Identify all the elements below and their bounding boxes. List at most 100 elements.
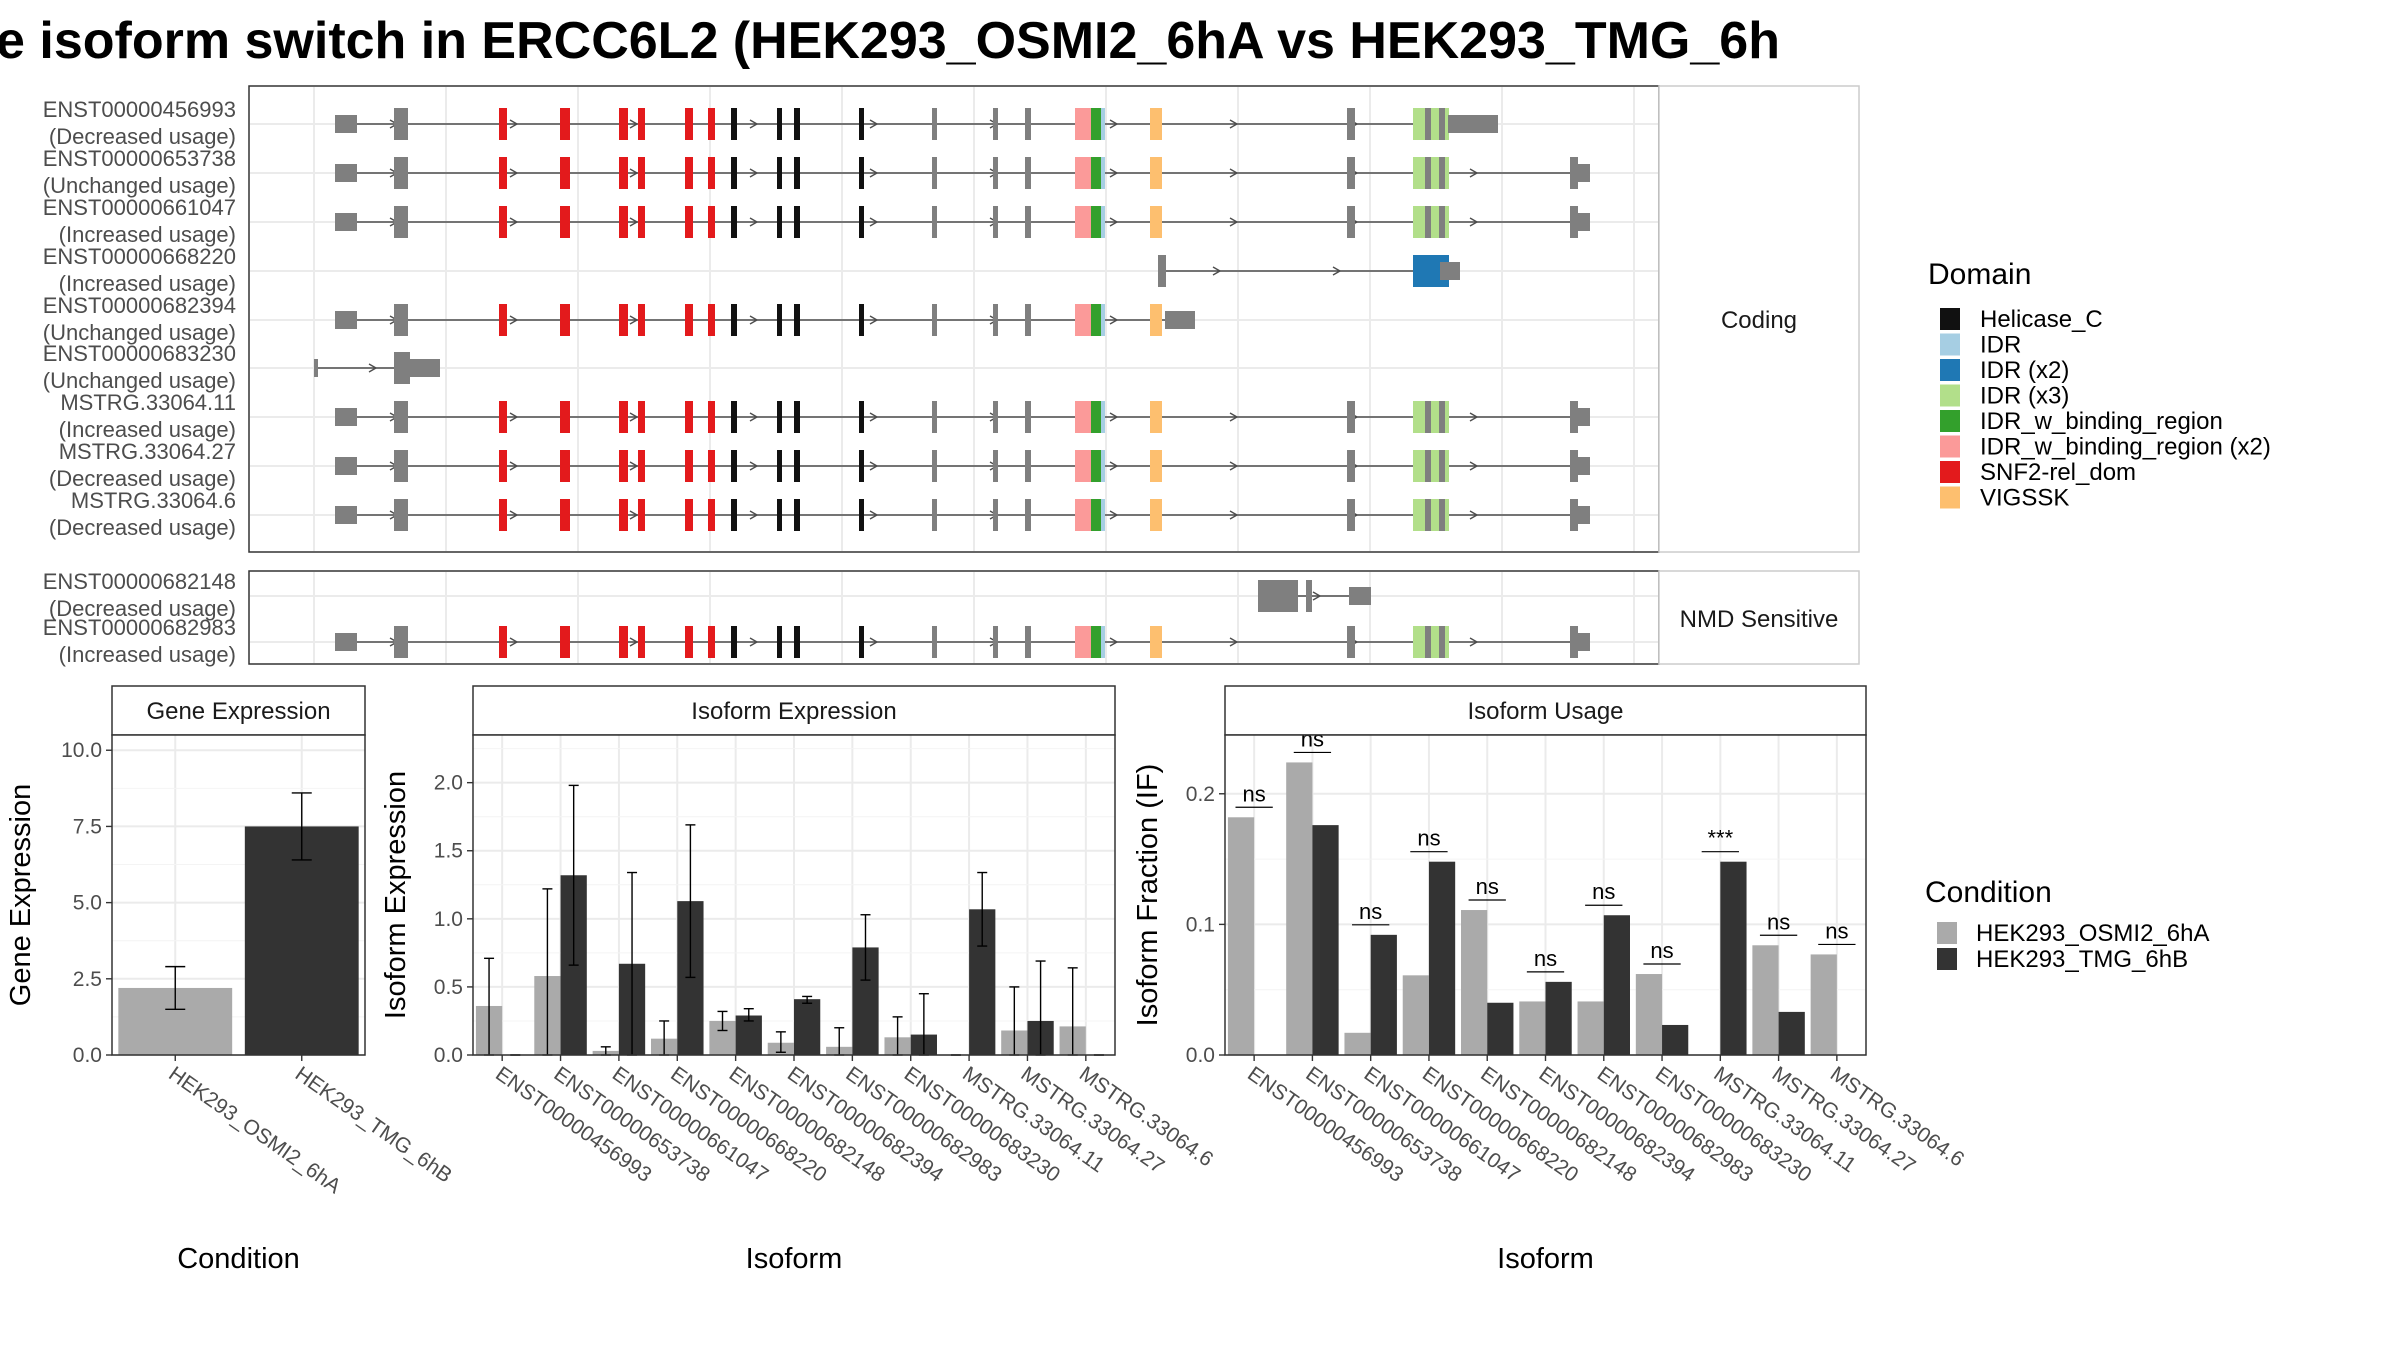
exon: [335, 408, 357, 426]
legend-label: VIGSSK: [1980, 485, 2069, 512]
direction-arrow: [749, 461, 759, 471]
exon: [1425, 401, 1431, 433]
transcript-id-label: ENST00000668220: [43, 244, 236, 269]
transcript-id-label: ENST00000682394: [43, 293, 236, 318]
bar: [1344, 1032, 1371, 1055]
legend-swatch: [1937, 922, 1957, 944]
exon: [1439, 401, 1445, 433]
exon: [685, 108, 693, 140]
transcript-usage-label: (Unchanged usage): [43, 173, 236, 198]
exon: [499, 157, 507, 189]
exon: [859, 304, 864, 336]
exon: [499, 626, 507, 658]
exon: [560, 108, 570, 140]
direction-arrow: [869, 119, 879, 129]
transcript-model: [335, 450, 1590, 482]
bar: [1662, 1024, 1689, 1055]
direction-arrow: [749, 119, 759, 129]
exon: [685, 304, 693, 336]
significance-label: ns: [1417, 826, 1440, 851]
transcript-model: [335, 108, 1498, 140]
exon: [708, 108, 715, 140]
exon: [932, 401, 937, 433]
error-bar: [977, 871, 988, 947]
legend-label: SNF2-rel_dom: [1980, 459, 2136, 486]
exon: [777, 206, 782, 238]
direction-arrow: [1212, 266, 1222, 276]
error-bar: [775, 1031, 786, 1053]
exon: [708, 157, 715, 189]
exon: [1347, 499, 1355, 531]
utr-exon: [1572, 164, 1590, 182]
exon: [1025, 304, 1031, 336]
transcript-usage-label: (Unchanged usage): [43, 368, 236, 393]
exon: [394, 157, 408, 189]
plot-border: [111, 734, 366, 1056]
exon: [993, 157, 998, 189]
exon: [993, 304, 998, 336]
exon: [932, 206, 937, 238]
chart-strip: [1224, 685, 1867, 736]
exon: [731, 401, 737, 433]
exon: [731, 206, 737, 238]
exon: [777, 499, 782, 531]
exon: [731, 108, 737, 140]
transcript-usage-label: (Decreased usage): [49, 515, 236, 540]
domain-segment: [1091, 108, 1101, 140]
direction-arrow: [869, 461, 879, 471]
direction-arrow: [629, 637, 639, 647]
exon: [619, 108, 628, 140]
exon: [1425, 450, 1431, 482]
significance-label: ns: [1243, 781, 1266, 806]
exon: [1025, 401, 1031, 433]
exon: [638, 304, 645, 336]
direction-arrow: [1229, 461, 1239, 471]
transcript-model: [1258, 580, 1371, 612]
direction-arrow: [509, 217, 519, 227]
exon: [1425, 157, 1431, 189]
y-tick-label: 0.0: [434, 1044, 463, 1067]
exon: [1306, 580, 1312, 612]
domain-segment: [1091, 499, 1101, 531]
utr-exon: [1440, 262, 1460, 280]
exon: [731, 450, 737, 482]
legend-label: IDR_w_binding_region (x2): [1980, 434, 2271, 461]
direction-arrow: [509, 168, 519, 178]
domain-segment: [1091, 450, 1101, 482]
exon: [314, 359, 318, 377]
domain-segment: [1101, 499, 1105, 531]
transcript-usage-label: (Increased usage): [59, 271, 236, 296]
domain-segment: [1091, 401, 1101, 433]
isoform-usage-chart: Isoform Usage ns ns ns ns ns ns ns ns *** ns ns 0.0 0…: [1132, 685, 1968, 1275]
utr-exon: [1572, 408, 1590, 426]
utr-exon: [1165, 311, 1195, 329]
legend-label: HEK293_TMG_6hB: [1976, 946, 2188, 973]
direction-arrow: [629, 119, 639, 129]
exon: [619, 499, 628, 531]
chart-strip: [111, 685, 366, 736]
exon: [708, 304, 715, 336]
exon: [1439, 626, 1445, 658]
exon: [499, 450, 507, 482]
nmd-strip-label: NMD Sensitive: [1680, 606, 1839, 633]
exon: [993, 401, 998, 433]
exon: [1439, 206, 1445, 238]
transcript-models: [314, 108, 1590, 658]
isoform-expression-chart: Isoform Expression0.00.51.01.52.0ENST000…: [380, 685, 1217, 1275]
bar: [1487, 1002, 1514, 1055]
chart-strip: [472, 685, 1116, 736]
bar: [1227, 817, 1255, 1055]
exon: [1150, 626, 1162, 658]
direction-arrow: [1229, 637, 1239, 647]
bar: [1370, 934, 1397, 1055]
utr-exon: [394, 359, 440, 377]
direction-arrow: [509, 412, 519, 422]
coding-strip: [1658, 85, 1860, 553]
domain-segment: [1101, 401, 1105, 433]
error-bar: [860, 914, 871, 981]
domain-segment: [1101, 304, 1105, 336]
exon: [932, 450, 937, 482]
direction-arrow: [1229, 412, 1239, 422]
exon: [1150, 206, 1162, 238]
